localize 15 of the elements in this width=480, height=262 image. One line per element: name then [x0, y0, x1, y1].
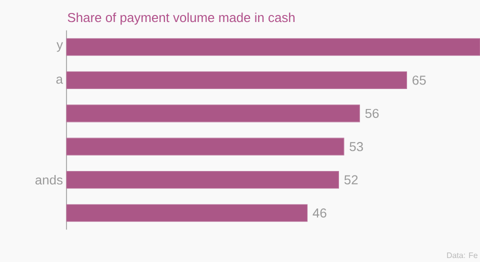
bar — [66, 138, 344, 156]
data-label: 56 — [365, 108, 379, 118]
bar — [66, 204, 308, 222]
data-label: 65 — [412, 76, 426, 85]
data-label: 53 — [350, 142, 363, 152]
data-label: 52 — [344, 175, 358, 184]
bar — [66, 71, 408, 90]
bar — [66, 104, 360, 122]
bar — [66, 38, 480, 56]
chart-title: Share of payment volume made in cash — [68, 12, 295, 25]
y-tick-label: y — [56, 42, 63, 52]
y-tick-label: ands — [35, 175, 63, 185]
bar — [66, 171, 339, 189]
data-label: 46 — [312, 208, 326, 218]
y-tick-label: a — [56, 76, 63, 84]
